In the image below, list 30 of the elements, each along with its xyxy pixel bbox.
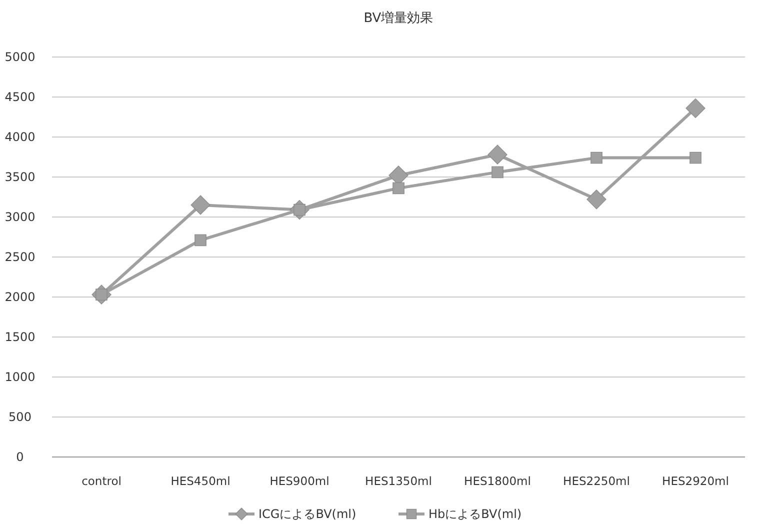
y-tick-label: 3000 [4, 210, 36, 224]
point [586, 190, 606, 210]
y-tick-label: 2500 [4, 250, 36, 264]
y-tick-label: 1500 [4, 330, 36, 344]
y-tick-label: 2000 [4, 290, 36, 304]
x-tick-label: HES450ml [170, 474, 230, 488]
legend-label: ICGによるBV(ml) [258, 507, 356, 521]
point [392, 182, 404, 194]
y-tick-label: 0 [16, 450, 24, 464]
point [488, 144, 508, 164]
point [690, 152, 702, 164]
y-tick-label: 500 [8, 410, 32, 424]
y-tick-label: 4500 [4, 90, 36, 104]
x-tick-label: HES2920ml [662, 474, 729, 488]
y-tick-label: 5000 [4, 50, 36, 64]
y-tick-label: 3500 [4, 170, 36, 184]
x-tick-label: HES2250ml [563, 474, 630, 488]
x-tick-label: HES1800ml [464, 474, 531, 488]
x-tick-label: HES1350ml [365, 474, 432, 488]
y-tick-label: 1000 [4, 370, 36, 384]
point [590, 152, 602, 164]
point [492, 166, 504, 178]
legend-label: HbによるBV(ml) [428, 507, 522, 521]
point [686, 98, 706, 118]
x-tick-label: control [82, 474, 122, 488]
chart-title: BV増量効果 [364, 10, 434, 26]
point [194, 234, 206, 246]
y-tick-label: 4000 [4, 130, 36, 144]
x-tick-label: HES900ml [270, 474, 330, 488]
point [190, 195, 210, 215]
